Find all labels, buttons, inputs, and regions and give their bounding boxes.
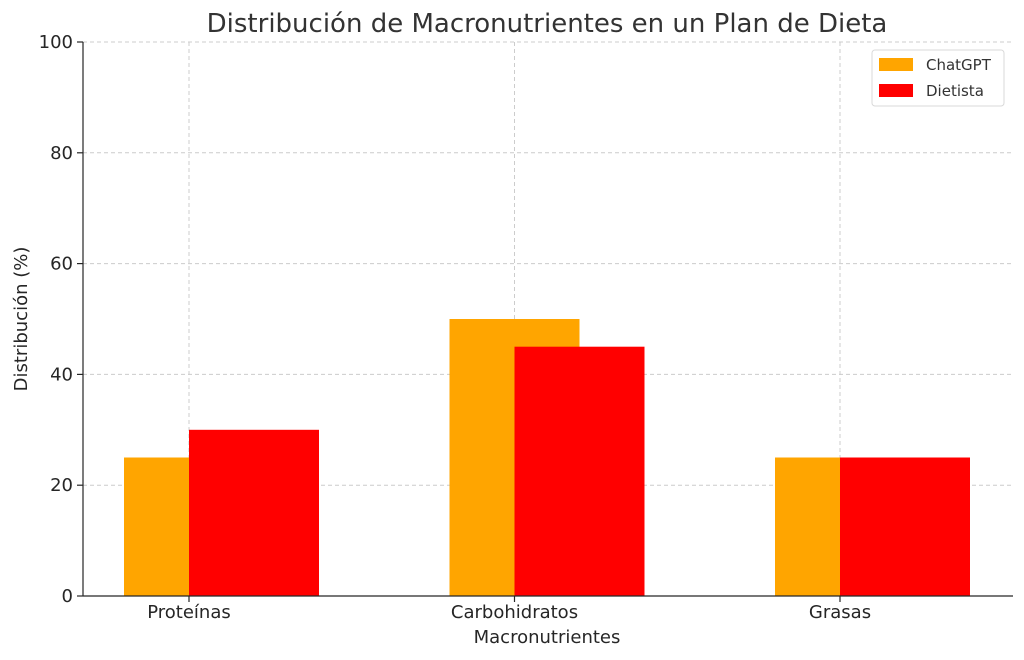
x-tick-label: Proteínas [147,602,231,623]
y-axis-label: Distribución (%) [11,247,32,392]
x-tick-label: Grasas [809,602,871,623]
y-tick-label: 20 [50,475,73,496]
y-tick-label: 80 [50,143,73,164]
x-ticks: Proteínas Carbohidratos Grasas [147,596,871,623]
axes [82,42,1013,597]
y-tick-label: 60 [50,254,73,275]
legend-label-chatgpt: ChatGPT [926,56,992,74]
y-tick-label: 40 [50,364,73,385]
legend-swatch-dietista [879,84,913,97]
bar-dietista [840,457,970,596]
legend-label-dietista: Dietista [926,82,984,100]
x-axis-label: Macronutrientes [474,627,621,648]
legend: ChatGPT Dietista [871,49,1005,107]
y-tick-label: 0 [62,586,73,607]
x-tick-label: Carbohidratos [451,602,578,623]
chart-title: Distribución de Macronutrientes en un Pl… [207,9,888,39]
legend-swatch-chatgpt [879,58,913,71]
y-tick-label: 100 [39,32,73,53]
y-ticks: 0 20 40 60 80 100 [39,32,83,607]
bars [124,319,970,596]
bar-dietista [514,346,645,596]
bar-dietista [189,429,319,596]
